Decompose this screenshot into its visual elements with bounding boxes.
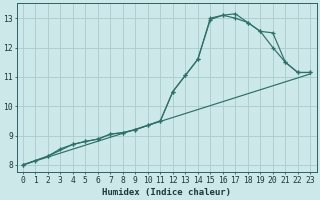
X-axis label: Humidex (Indice chaleur): Humidex (Indice chaleur)	[102, 188, 231, 197]
